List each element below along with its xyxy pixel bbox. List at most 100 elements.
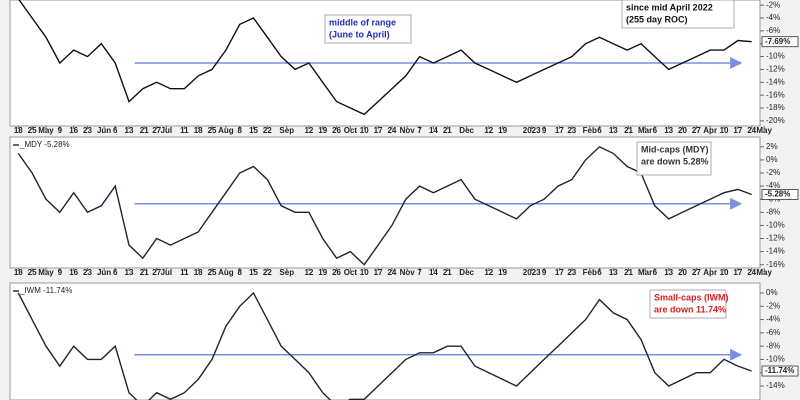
y-tick-label: -10% xyxy=(766,52,785,61)
value-label-box xyxy=(761,36,799,48)
y-tick-label: -2% xyxy=(766,301,780,310)
y-tick-label: -10% xyxy=(766,221,785,230)
x-tick-label: Dec xyxy=(459,126,474,135)
y-tick-label: -8% xyxy=(766,341,780,350)
annotation-text: (June to April) xyxy=(329,29,390,39)
x-tick-label: 14 xyxy=(429,126,438,135)
line xyxy=(18,0,752,116)
value-label: -5.28% xyxy=(765,190,790,199)
x-tick-label: 21 xyxy=(624,268,633,277)
x-tick-label: 17 xyxy=(733,126,742,135)
line xyxy=(17,145,752,266)
x-tick-label: 13 xyxy=(609,268,618,277)
x-tick-label: 22 xyxy=(263,126,272,135)
annotation-text: middle of range xyxy=(329,17,396,27)
y-tick-label: -20% xyxy=(766,116,785,125)
x-tick-label: 10 xyxy=(720,126,729,135)
x-tick-label: May xyxy=(756,268,772,277)
legend-label: _IWM -11.74% xyxy=(19,286,72,295)
x-tick-label: 24 xyxy=(747,268,756,277)
x-tick-label: 14 xyxy=(429,268,438,277)
x-tick-label: 25 xyxy=(208,268,217,277)
y-tick-label: -18% xyxy=(766,103,785,112)
x-tick-label: 20 xyxy=(678,126,687,135)
x-tick-label: 13 xyxy=(664,126,673,135)
x-tick-label: May xyxy=(38,268,54,277)
y-tick-label: -2% xyxy=(766,0,780,9)
x-tick-label: 21 xyxy=(140,268,149,277)
annotation-box xyxy=(324,14,412,44)
x-tick-label: Jul xyxy=(161,268,173,277)
x-tick-label: 18 xyxy=(194,126,203,135)
panel xyxy=(9,282,761,400)
x-tick-label: 13 xyxy=(125,268,134,277)
x-tick-label: Sep xyxy=(279,268,294,277)
x-tick-label: Sep xyxy=(279,126,294,135)
x-tick-label: 17 xyxy=(733,268,742,277)
x-tick-label: 9 xyxy=(542,126,547,135)
legend-label: _MDY -5.28% xyxy=(19,140,70,149)
x-tick-label: 11 xyxy=(180,268,189,277)
y-tick-label: -16% xyxy=(766,260,785,269)
annotation-text: Small-caps (IWM) xyxy=(654,292,729,302)
x-tick-label: 7 xyxy=(417,268,422,277)
x-tick-label: Apr xyxy=(703,268,717,277)
y-tick-label: -16% xyxy=(766,90,785,99)
x-tick-label: 27 xyxy=(152,126,161,135)
x-tick-label: 18 xyxy=(194,268,203,277)
y-tick-label: -8% xyxy=(766,207,780,216)
x-tick-label: 25 xyxy=(208,126,217,135)
x-tick-label: Nov xyxy=(400,126,416,135)
x-tick-label: 13 xyxy=(125,126,134,135)
x-tick-label: 12 xyxy=(304,126,313,135)
y-tick-label: -14% xyxy=(766,77,785,86)
y-tick-label: -6% xyxy=(766,328,780,337)
x-tick-label: 6 xyxy=(653,126,658,135)
x-tick-label: Feb xyxy=(583,126,597,135)
x-tick-label: 13 xyxy=(664,268,673,277)
annotation-text: Mid-caps (MDY) xyxy=(641,144,709,154)
y-tick-label: -4% xyxy=(766,13,780,22)
x-tick-label: 24 xyxy=(387,268,396,277)
x-tick-label: Aug xyxy=(218,268,234,277)
x-tick-label: 6 xyxy=(653,268,658,277)
x-tick-label: 19 xyxy=(318,126,327,135)
y-tick-label: -10% xyxy=(766,355,785,364)
x-tick-label: Mar xyxy=(638,126,652,135)
y-tick-label: -6% xyxy=(766,26,780,35)
x-tick-label: 6 xyxy=(113,126,118,135)
x-tick-label: 17 xyxy=(374,268,383,277)
x-tick-label: 27 xyxy=(692,268,701,277)
x-tick-label: 15 xyxy=(249,268,258,277)
x-tick-label: May xyxy=(38,126,54,135)
x-tick-label: 13 xyxy=(609,126,618,135)
x-tick-label: 26 xyxy=(332,126,341,135)
x-tick-label: Dec xyxy=(459,268,474,277)
x-tick-label: Oct xyxy=(344,268,358,277)
x-tick-label: Jun xyxy=(97,268,111,277)
x-tick-label: 9 xyxy=(58,126,63,135)
x-tick-label: 19 xyxy=(498,268,507,277)
x-tick-label: 19 xyxy=(498,126,507,135)
x-tick-label: 19 xyxy=(318,268,327,277)
annotation-text: (255 day ROC) xyxy=(626,14,688,24)
y-tick-label: -14% xyxy=(766,381,785,390)
x-tick-label: 17 xyxy=(555,126,564,135)
x-tick-label: 8 xyxy=(237,268,242,277)
x-tick-label: 7 xyxy=(417,126,422,135)
x-tick-label: 16 xyxy=(69,268,78,277)
x-tick-label: 23 xyxy=(567,268,576,277)
x-tick-label: 17 xyxy=(555,268,564,277)
x-tick-label: 21 xyxy=(443,268,452,277)
value-label-box xyxy=(761,365,799,377)
value-label: -11.74% xyxy=(765,366,794,375)
annotation-text: since mid April 2022 xyxy=(626,2,713,12)
y-tick-label: -14% xyxy=(766,247,785,256)
x-tick-label: 20 xyxy=(678,268,687,277)
y-tick-label: -12% xyxy=(766,234,785,243)
x-tick-label: 6 xyxy=(113,268,118,277)
x-tick-label: 27 xyxy=(152,268,161,277)
x-tick-label: 26 xyxy=(332,268,341,277)
annotation-box xyxy=(621,0,735,29)
